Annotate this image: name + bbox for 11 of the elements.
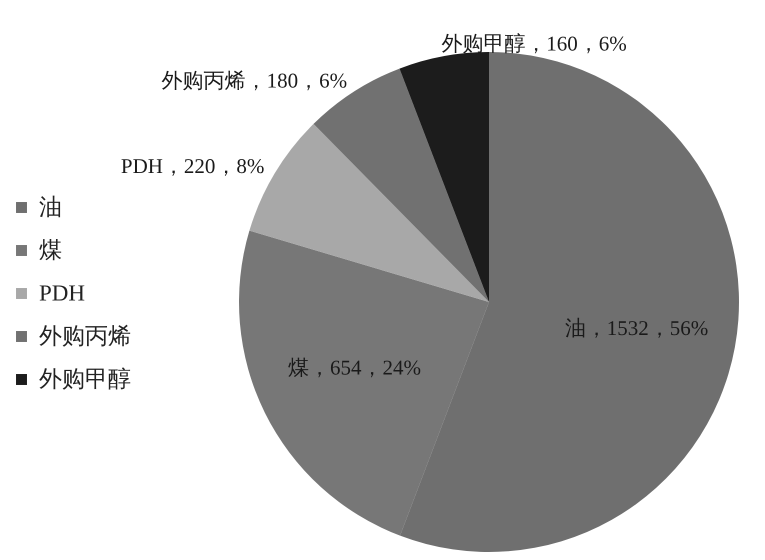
legend-label: 外购甲醇 [39,366,131,392]
data-label: 油，1532，56% [564,316,708,340]
data-label: 煤，654，24% [288,355,422,380]
legend-label: 外购丙烯 [39,324,131,348]
legend-label: PDH [39,280,86,306]
data-label: PDH，220，8% [120,154,264,178]
legend-label: 油 [39,194,62,220]
pie-slice [400,52,489,302]
data-label: 外购甲醇，160，6% [441,31,627,56]
legend-label: 煤 [39,238,62,262]
data-label: 外购丙烯，180，6% [162,68,348,93]
